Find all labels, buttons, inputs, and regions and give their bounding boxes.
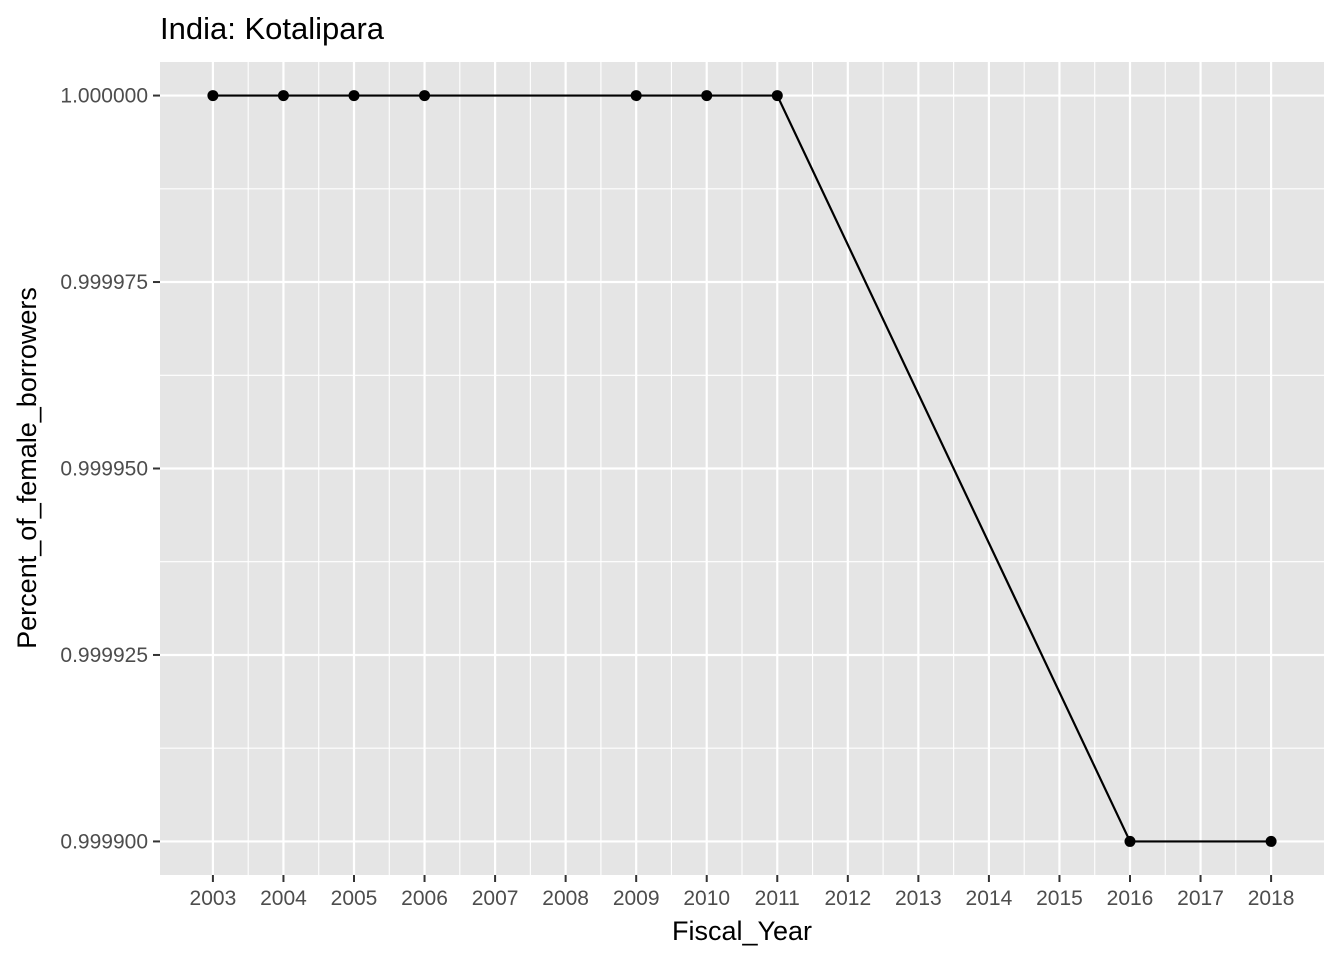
x-tick-label: 2004 [260,887,307,910]
y-axis: 0.999900 0.999925 0.999950 0.999975 1.000000 [60,85,160,853]
x-tick-label: 2007 [472,887,519,910]
x-tick-label: 2010 [683,887,730,910]
x-tick-label: 2011 [755,887,800,910]
x-tick-label: 2017 [1177,887,1224,910]
data-point [348,90,360,102]
data-point [419,90,431,102]
x-tick-label: 2006 [401,887,448,910]
data-point [701,90,713,102]
x-tick-label: 2008 [542,887,589,910]
y-tick-label: 0.999950 [60,458,148,481]
data-point [630,90,642,102]
x-tick-label: 2014 [966,887,1013,910]
y-tick-label: 0.999975 [60,271,148,294]
x-axis: 2003 2004 2005 2006 2007 2008 2009 2010 2011 2012… [190,875,1295,910]
x-tick-label: 2015 [1036,887,1083,910]
y-axis-title: Percent_of_female_borrowers [12,287,42,649]
x-tick-label: 2003 [190,887,237,910]
x-tick-label: 2016 [1107,887,1154,910]
x-tick-label: 2005 [331,887,378,910]
data-point [771,90,783,102]
data-point [277,90,289,102]
x-tick-label: 2012 [824,887,871,910]
x-tick-label: 2009 [613,887,660,910]
data-point [1124,835,1136,847]
chart-title: India: Kotalipara [160,11,385,46]
y-tick-label: 0.999925 [60,644,148,667]
x-axis-title: Fiscal_Year [672,916,812,946]
x-tick-label: 2013 [895,887,942,910]
data-point [1265,835,1277,847]
y-tick-label: 1.000000 [60,85,148,108]
x-tick-label: 2018 [1248,887,1295,910]
data-point [207,90,219,102]
series-layer [207,90,1277,847]
y-tick-label: 0.999900 [60,830,148,853]
